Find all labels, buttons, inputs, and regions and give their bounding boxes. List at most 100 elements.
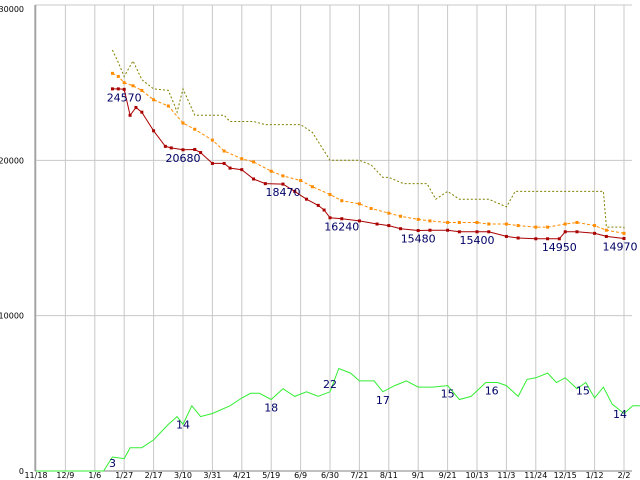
series-point-price-min bbox=[293, 189, 297, 193]
axes bbox=[34, 5, 632, 472]
series-point-price-min bbox=[304, 197, 308, 201]
series-point-price-avg bbox=[593, 224, 597, 228]
series-point-price-min bbox=[387, 224, 391, 228]
data-label: 15 bbox=[576, 384, 590, 397]
x-tick-label: 1/12 bbox=[586, 471, 604, 480]
series-point-price-min bbox=[487, 230, 491, 234]
series-point-price-min bbox=[504, 234, 508, 238]
y-tick-label: 20000 bbox=[0, 156, 24, 165]
series-point-price-avg bbox=[252, 160, 256, 164]
series-point-price-min bbox=[122, 87, 126, 91]
series-point-price-min bbox=[357, 219, 361, 223]
series-point-price-avg bbox=[357, 202, 361, 206]
series-point-price-avg bbox=[563, 222, 567, 226]
x-tick-label: 11/18 bbox=[24, 471, 47, 480]
series-point-price-min bbox=[110, 87, 114, 91]
series-point-price-avg bbox=[140, 88, 144, 92]
series-point-price-min bbox=[328, 216, 332, 220]
series-point-price-avg bbox=[299, 179, 303, 183]
data-label: 22 bbox=[323, 378, 337, 391]
series-point-price-avg bbox=[131, 84, 135, 88]
series-point-price-avg bbox=[622, 231, 626, 235]
series-point-price-min bbox=[622, 236, 626, 240]
x-tick-label: 9/21 bbox=[439, 471, 457, 480]
x-tick-label: 5/19 bbox=[262, 471, 280, 480]
series-point-price-min bbox=[340, 217, 344, 221]
x-tick-label: 11/24 bbox=[524, 471, 547, 480]
series-point-price-min bbox=[399, 227, 403, 231]
data-label: 18 bbox=[264, 402, 278, 415]
series-point-price-min bbox=[428, 228, 432, 232]
series-point-price-avg bbox=[110, 71, 114, 75]
x-tick-label: 9/1 bbox=[412, 471, 425, 480]
data-label: 16240 bbox=[324, 221, 359, 234]
series-point-price-avg bbox=[387, 211, 391, 215]
series-point-price-avg bbox=[534, 225, 538, 229]
x-axis-ticks: 11/18 12/9 1/6 1/27 2/17 3/10 3/31 4/21 5/19 6/9 6… bbox=[24, 471, 630, 480]
series-point-price-min bbox=[446, 228, 450, 232]
series-point-price-avg bbox=[240, 157, 244, 161]
series-point-price-min bbox=[316, 203, 320, 207]
series-line-price-max bbox=[111, 49, 625, 229]
data-label: 20680 bbox=[166, 152, 201, 165]
series-point-price-min bbox=[140, 110, 144, 114]
series-point-price-avg bbox=[516, 224, 520, 228]
x-tick-label: 4/21 bbox=[233, 471, 251, 480]
series-point-price-min bbox=[563, 230, 567, 234]
data-labels: 24570 20680 18470 16240 15480 15400 14950 14970… bbox=[107, 91, 638, 470]
data-label: 14 bbox=[176, 419, 190, 432]
series-point-price-avg bbox=[428, 219, 432, 223]
series-point-price-avg bbox=[281, 174, 285, 178]
series-line-price-avg bbox=[112, 72, 625, 234]
series-point-price-min bbox=[416, 229, 420, 233]
series-point-price-min bbox=[134, 106, 138, 110]
series-lines bbox=[36, 49, 640, 472]
data-label: 15480 bbox=[401, 233, 436, 246]
series-point-price-avg bbox=[328, 193, 332, 197]
data-label: 18470 bbox=[265, 186, 300, 199]
series-point-price-min bbox=[604, 234, 608, 238]
series-point-price-min bbox=[181, 148, 185, 152]
y-tick-label: 10000 bbox=[0, 312, 24, 321]
x-tick-label: 8/11 bbox=[380, 471, 398, 480]
series-point-price-min bbox=[163, 144, 167, 148]
series-line-count bbox=[36, 367, 640, 472]
series-point-price-min bbox=[375, 222, 379, 226]
series-point-price-avg bbox=[122, 81, 126, 85]
series-point-price-avg bbox=[575, 220, 579, 224]
series-point-price-min bbox=[169, 146, 173, 150]
series-point-price-min bbox=[116, 87, 120, 91]
series-point-price-min bbox=[281, 182, 285, 186]
series-point-price-min bbox=[193, 147, 197, 151]
series-point-price-min bbox=[593, 231, 597, 235]
y-tick-label: 30000 bbox=[0, 5, 24, 14]
x-tick-label: 11/3 bbox=[497, 471, 515, 480]
series-point-price-avg bbox=[310, 185, 314, 189]
x-tick-label: 12/9 bbox=[56, 471, 74, 480]
series-point-price-min bbox=[557, 237, 561, 241]
series-point-price-avg bbox=[399, 214, 403, 218]
x-tick-label: 3/31 bbox=[203, 471, 221, 480]
series-point-price-avg bbox=[222, 149, 226, 153]
x-tick-label: 1/6 bbox=[88, 471, 101, 480]
data-label: 16 bbox=[485, 384, 499, 397]
data-label: 15 bbox=[441, 388, 455, 401]
series-point-price-avg bbox=[457, 220, 461, 224]
x-tick-label: 12/15 bbox=[554, 471, 577, 480]
data-label: 14 bbox=[613, 408, 627, 421]
series-point-price-min bbox=[222, 161, 226, 165]
series-point-price-min bbox=[516, 236, 520, 240]
data-label: 14970 bbox=[603, 240, 638, 253]
series-point-price-avg bbox=[546, 225, 550, 229]
series-point-price-min bbox=[252, 177, 256, 181]
series-point-price-avg bbox=[416, 217, 420, 221]
series-point-price-min bbox=[240, 168, 244, 172]
series-point-price-avg bbox=[166, 104, 170, 108]
series-point-price-min bbox=[475, 230, 479, 234]
series-point-price-min bbox=[199, 151, 203, 155]
series-point-price-avg bbox=[487, 222, 491, 226]
series-point-price-avg bbox=[340, 199, 344, 203]
series-point-price-avg bbox=[504, 222, 508, 226]
